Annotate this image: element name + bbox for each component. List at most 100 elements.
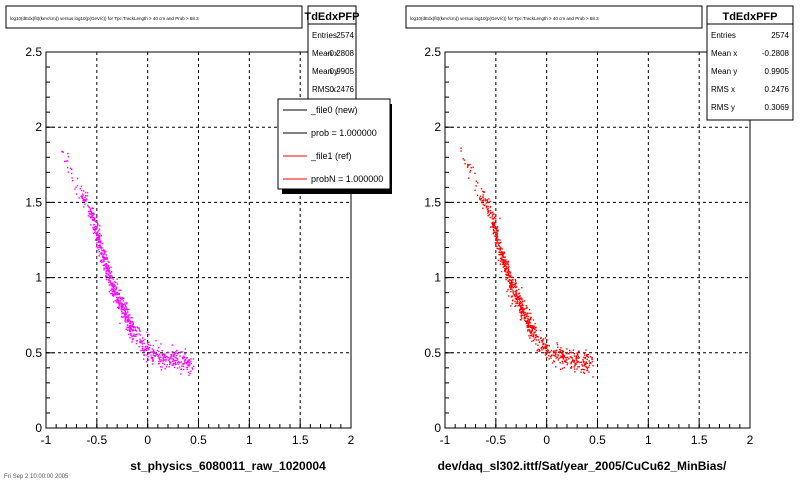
scatter-point (586, 367, 589, 370)
scatter-point (108, 277, 111, 280)
scatter-point (524, 317, 527, 319)
right-stats-name: TdEdxPFP (722, 11, 777, 23)
scatter-point (62, 151, 64, 153)
scatter-point (141, 343, 144, 345)
scatter-point (482, 199, 485, 201)
scatter-point (189, 364, 191, 366)
scatter-point (460, 150, 462, 152)
scatter-point (535, 339, 538, 341)
scatter-point (122, 297, 125, 299)
scatter-point (78, 197, 80, 199)
scatter-point (508, 275, 511, 277)
scatter-point (564, 357, 567, 359)
scatter-point (522, 309, 524, 311)
scatter-point (549, 355, 552, 358)
scatter-point (512, 281, 514, 283)
scatter-point (115, 286, 117, 288)
y-tick-label: 1.5 (25, 195, 42, 209)
scatter-point (531, 327, 533, 329)
scatter-point (182, 358, 184, 360)
scatter-point (484, 198, 486, 200)
scatter-point (509, 285, 511, 287)
scatter-point (125, 316, 127, 318)
scatter-point (108, 267, 111, 270)
scatter-point (122, 303, 124, 306)
scatter-point (544, 352, 546, 354)
scatter-point (150, 356, 152, 358)
scatter-point (503, 264, 505, 266)
scatter-point (127, 319, 129, 321)
x-tick-label: 1.5 (292, 433, 309, 447)
scatter-point (168, 359, 170, 361)
scatter-point (124, 310, 126, 312)
scatter-point (514, 284, 517, 287)
scatter-point (492, 233, 495, 235)
scatter-point (160, 360, 162, 363)
scatter-point (541, 341, 543, 343)
scatter-point (506, 266, 508, 268)
scatter-point (538, 341, 541, 343)
scatter-point (152, 357, 154, 359)
scatter-point (102, 256, 105, 258)
scatter-point (540, 337, 542, 339)
scatter-point (131, 324, 133, 326)
scatter-point (589, 362, 592, 364)
scatter-point (500, 253, 502, 256)
scatter-point (587, 356, 590, 358)
scatter-point (499, 251, 501, 254)
scatter-point (94, 218, 96, 220)
scatter-point (527, 323, 530, 325)
scatter-point (110, 281, 112, 284)
scatter-point (541, 340, 544, 342)
y-tick-label: 2.5 (25, 45, 42, 59)
y-tick-label: 1.5 (424, 195, 441, 209)
scatter-point (505, 271, 507, 273)
scatter-point (539, 350, 541, 352)
scatter-point (103, 267, 106, 269)
scatter-point (582, 358, 584, 361)
scatter-point (510, 288, 512, 290)
scatter-point (516, 300, 519, 302)
scatter-point (90, 216, 92, 219)
scatter-point (174, 362, 176, 365)
scatter-point (503, 265, 505, 267)
scatter-point (138, 327, 140, 329)
scatter-point (136, 340, 138, 342)
scatter-point (148, 349, 150, 351)
scatter-point (495, 237, 497, 240)
scatter-point (103, 257, 105, 259)
scatter-point (110, 289, 112, 292)
scatter-point (495, 235, 498, 237)
scatter-point (135, 335, 137, 337)
scatter-point (527, 320, 529, 323)
scatter-point (556, 344, 559, 346)
scatter-point (496, 226, 499, 228)
scatter-point (540, 346, 543, 348)
scatter-point (573, 353, 575, 355)
scatter-point (108, 271, 111, 273)
scatter-point (533, 338, 536, 340)
x-tick-label: 2 (747, 433, 754, 447)
scatter-point (151, 351, 153, 353)
scatter-point (105, 276, 107, 278)
scatter-point (141, 346, 144, 348)
scatter-point (546, 344, 549, 347)
scatter-point (83, 200, 85, 202)
scatter-point (515, 280, 517, 282)
scatter-point (99, 233, 101, 235)
scatter-point (525, 304, 527, 307)
scatter-point (117, 298, 119, 300)
scatter-point (108, 266, 110, 269)
scatter-point (499, 260, 502, 262)
scatter-point (521, 302, 523, 304)
scatter-point (506, 261, 508, 263)
scatter-point (122, 297, 124, 299)
scatter-point (100, 240, 102, 243)
scatter-point (526, 314, 528, 316)
scatter-point (529, 317, 531, 319)
scatter-point (583, 369, 585, 371)
scatter-point (570, 366, 572, 369)
scatter-point (102, 257, 104, 259)
scatter-point (150, 357, 153, 359)
scatter-point (588, 371, 590, 373)
